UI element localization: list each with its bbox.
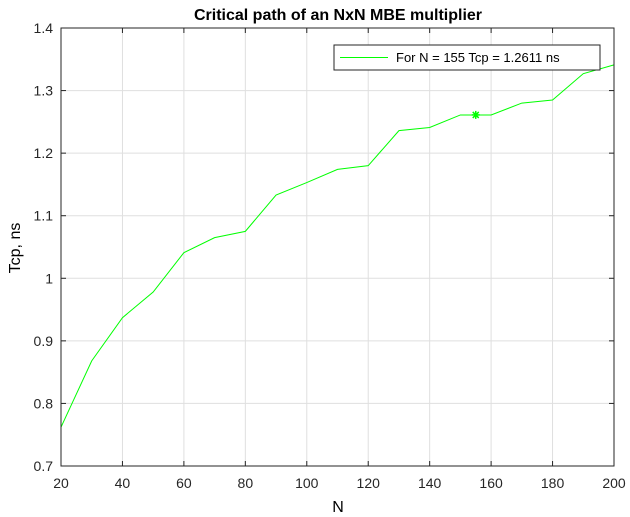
plot-area	[60, 64, 615, 428]
axes-frame	[60, 27, 615, 467]
x-tick-label: 20	[53, 475, 69, 491]
x-tick-label: 60	[176, 475, 192, 491]
x-tick-label: 100	[295, 475, 319, 491]
y-tick-label: 0.9	[34, 333, 54, 349]
plot-background	[61, 28, 614, 466]
y-tick-label: 1	[45, 270, 53, 286]
y-tick-label: 1.4	[34, 20, 54, 36]
y-tick-label: 1.2	[34, 145, 54, 161]
x-tick-label: 120	[357, 475, 381, 491]
y-tick-label: 1.3	[34, 83, 54, 99]
marker-stroke	[472, 111, 480, 119]
y-axis-label: Tcp, ns	[7, 223, 24, 274]
x-tick-label: 200	[602, 475, 626, 491]
x-axis-label: N	[332, 499, 344, 516]
legend-label: For N = 155 Tcp = 1.2611 ns	[396, 50, 560, 65]
x-tick-label: 180	[541, 475, 565, 491]
y-tick-label: 1.1	[34, 208, 54, 224]
x-tick-label: 160	[479, 475, 503, 491]
ticks: 20 40 60 80 100 120 140 160 180 200 0.7 0.8 0.9 1 1.1 1…	[34, 20, 626, 491]
asterisk-marker	[471, 110, 480, 119]
y-tick-label: 0.8	[34, 395, 54, 411]
chart-title: Critical path of an NxN MBE multiplier	[194, 7, 482, 24]
x-tick-label: 40	[115, 475, 131, 491]
y-tick-label: 0.7	[34, 458, 54, 474]
grid	[60, 27, 615, 467]
series-line	[60, 64, 615, 428]
legend: For N = 155 Tcp = 1.2611 ns	[333, 44, 601, 71]
x-tick-label: 80	[238, 475, 254, 491]
x-tick-label: 140	[418, 475, 442, 491]
